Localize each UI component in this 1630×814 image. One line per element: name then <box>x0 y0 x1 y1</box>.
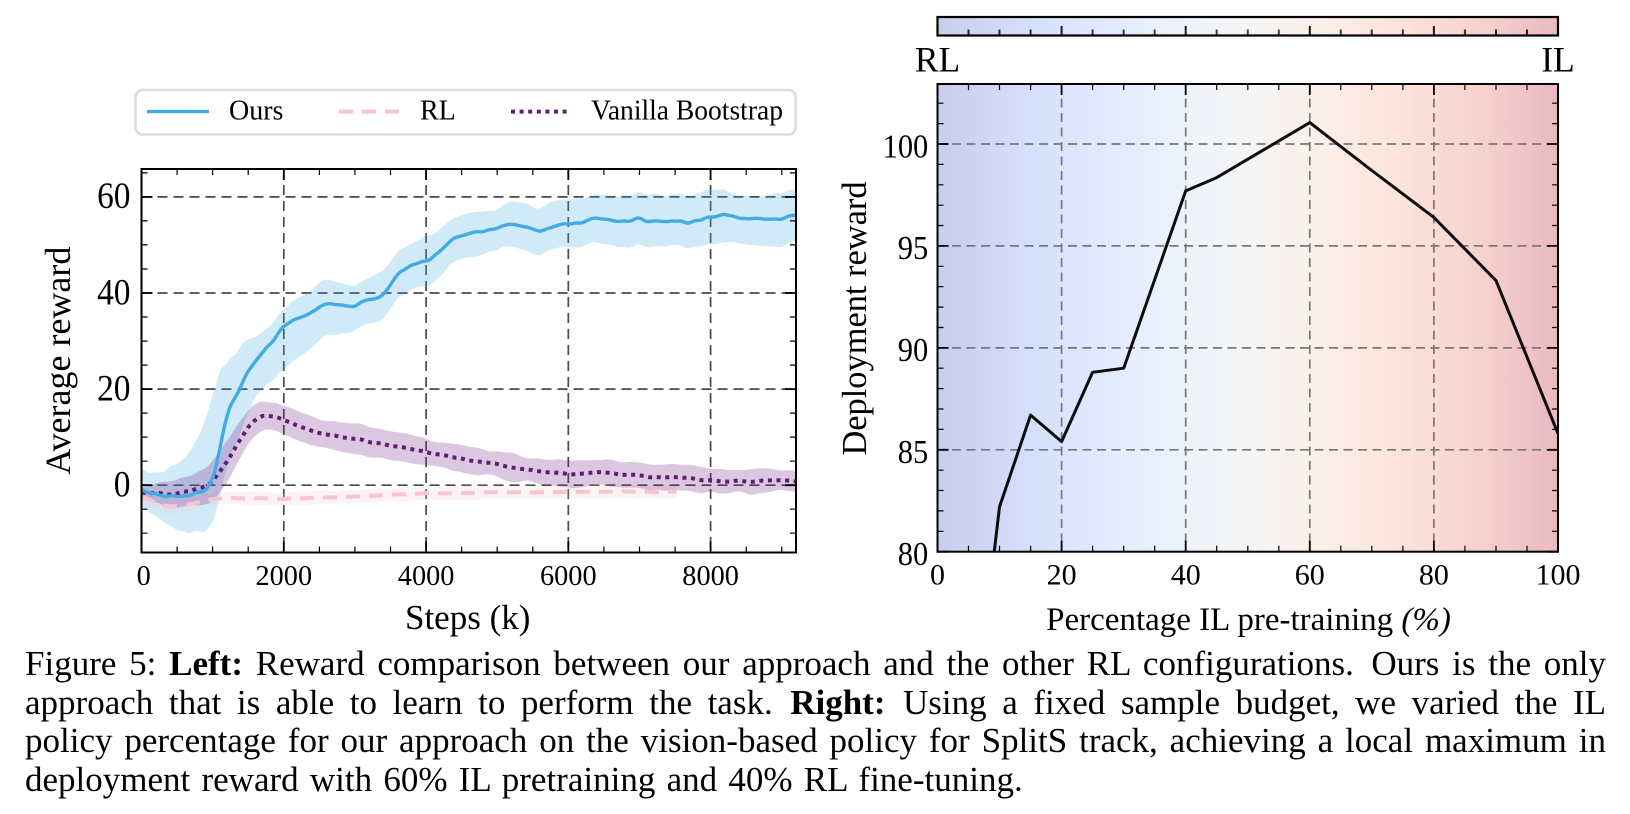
svg-text:60: 60 <box>97 176 130 217</box>
svg-text:90: 90 <box>898 331 929 369</box>
svg-text:100: 100 <box>1536 559 1581 592</box>
svg-text:80: 80 <box>1419 559 1449 592</box>
svg-text:Percentage IL pre-training (%): Percentage IL pre-training (%) <box>1046 602 1451 638</box>
svg-text:Vanilla Bootstrap: Vanilla Bootstrap <box>591 95 783 126</box>
svg-text:8000: 8000 <box>682 561 739 592</box>
svg-text:85: 85 <box>898 433 929 471</box>
svg-text:Average reward: Average reward <box>38 247 78 475</box>
svg-text:40: 40 <box>1171 559 1201 592</box>
svg-text:RL: RL <box>420 95 456 126</box>
svg-text:4000: 4000 <box>398 561 455 592</box>
svg-text:0: 0 <box>137 561 151 592</box>
svg-text:6000: 6000 <box>540 561 597 592</box>
svg-text:40: 40 <box>97 272 130 313</box>
svg-text:Ours: Ours <box>229 95 283 126</box>
svg-text:60: 60 <box>1295 559 1325 592</box>
svg-text:Deployment reward: Deployment reward <box>836 181 874 455</box>
svg-text:80: 80 <box>898 535 929 573</box>
svg-text:0: 0 <box>930 559 945 592</box>
svg-text:100: 100 <box>883 127 929 165</box>
svg-text:20: 20 <box>1047 559 1077 592</box>
svg-text:20: 20 <box>97 368 130 409</box>
svg-text:RL: RL <box>915 40 960 80</box>
svg-text:2000: 2000 <box>256 561 313 592</box>
svg-text:95: 95 <box>898 229 929 267</box>
svg-text:Steps (k): Steps (k) <box>405 598 530 637</box>
svg-text:0: 0 <box>114 465 131 506</box>
svg-text:IL: IL <box>1541 40 1575 80</box>
